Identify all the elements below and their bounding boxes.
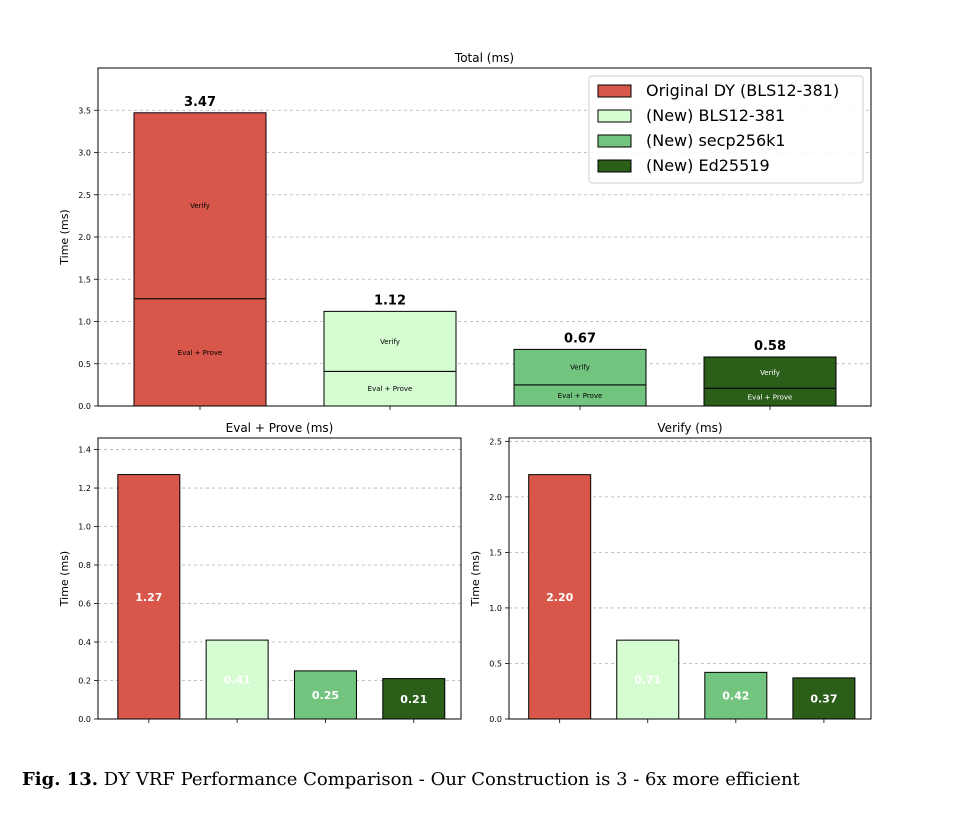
eval-prove-chart-ytick-label: 1.0	[78, 523, 91, 532]
total-chart-ytick-label: 2.0	[78, 233, 91, 242]
total-bar-verify-2	[513, 348, 647, 386]
figure-caption: Fig. 13. DY VRF Performance Comparison -…	[22, 769, 962, 790]
legend-label-1: (New) BLS12-381	[646, 106, 785, 125]
total-bar-value-label: 3.47	[184, 95, 216, 110]
total-bar-eval-prove-1	[323, 370, 457, 407]
verify-chart-frame	[508, 437, 872, 720]
eval-prove-chart-bar-0	[117, 474, 181, 720]
verify-chart-ylabel: Time (ms)	[469, 551, 482, 607]
total-chart-ytick-label: 2.5	[78, 191, 91, 200]
eval-prove-chart-ytick-label: 0.0	[78, 715, 91, 724]
total-segment-label-verify: Verify	[380, 338, 400, 346]
total-chart-ytick-label: 0.0	[78, 402, 91, 411]
eval-prove-chart-bar-value-label: 1.27	[135, 591, 162, 604]
verify-chart-bar-0	[528, 474, 592, 720]
eval-prove-chart-bar-2	[293, 670, 357, 720]
total-chart-frame	[97, 67, 872, 407]
verify-chart-bar-1	[616, 639, 680, 720]
total-chart-ytick-label: 1.0	[78, 318, 91, 327]
verify-chart-bar-value-label: 0.71	[634, 674, 661, 687]
total-chart-ytick-label: 3.5	[78, 106, 91, 115]
legend-swatch-0	[597, 84, 632, 98]
total-bar-eval-prove-0	[133, 298, 267, 407]
total-chart-ytick-label: 0.5	[78, 360, 91, 369]
total-chart-title: Total (ms)	[454, 51, 514, 65]
total-bar-verify-0	[133, 112, 267, 300]
legend-label-0: Original DY (BLS12-381)	[646, 81, 839, 100]
total-bar-value-label: 0.58	[754, 339, 786, 354]
total-segment-label-verify: Verify	[570, 364, 590, 372]
eval-prove-chart-ytick-label: 0.4	[78, 638, 91, 647]
legend-swatch-2	[597, 134, 632, 148]
total-bar-value-label: 0.67	[564, 331, 596, 346]
verify-chart-bar-value-label: 0.42	[722, 690, 749, 703]
legend-swatch-1	[597, 109, 632, 123]
verify-chart-bar-2	[704, 671, 768, 720]
eval-prove-chart-bar-value-label: 0.21	[400, 693, 427, 706]
eval-prove-chart-bar-1	[205, 639, 269, 720]
total-segment-label-eval-prove: Eval + Prove	[748, 394, 793, 402]
verify-chart-ytick-label: 1.0	[489, 604, 502, 613]
eval-prove-chart-ytick-label: 0.8	[78, 561, 91, 570]
total-segment-label-eval-prove: Eval + Prove	[368, 385, 413, 393]
total-segment-label-verify: Verify	[190, 202, 210, 210]
total-segment-label-eval-prove: Eval + Prove	[178, 349, 223, 357]
total-segment-label-verify: Verify	[760, 369, 780, 377]
caption-label: Fig. 13.	[22, 769, 99, 790]
verify-chart-ytick-label: 2.0	[489, 493, 502, 502]
total-bar-value-label: 1.12	[374, 293, 406, 308]
total-chart-ytick-label: 1.5	[78, 275, 91, 284]
verify-chart-ytick-label: 0.5	[489, 659, 502, 668]
eval-prove-chart-ytick-label: 1.4	[78, 446, 91, 455]
caption-text: DY VRF Performance Comparison - Our Cons…	[98, 769, 800, 790]
verify-chart-ytick-label: 2.5	[489, 437, 502, 446]
verify-chart-bar-value-label: 2.20	[546, 591, 573, 604]
eval-prove-chart-bar-value-label: 0.41	[224, 674, 251, 687]
verify-chart-title: Verify (ms)	[657, 421, 722, 435]
eval-prove-chart-frame	[97, 437, 462, 720]
eval-prove-chart-bar-3	[382, 678, 446, 720]
eval-prove-chart-ylabel: Time (ms)	[58, 551, 71, 607]
verify-chart-ytick-label: 0.0	[489, 715, 502, 724]
eval-prove-chart-ytick-label: 1.2	[78, 484, 91, 493]
eval-prove-chart-title: Eval + Prove (ms)	[226, 421, 334, 435]
total-bar-verify-1	[323, 310, 457, 372]
legend-swatch-3	[597, 159, 632, 173]
legend-label-2: (New) secp256k1	[646, 131, 786, 150]
verify-chart-bar-value-label: 0.37	[810, 692, 837, 705]
eval-prove-chart-ytick-label: 0.6	[78, 600, 91, 609]
total-bar-verify-3	[703, 356, 837, 389]
legend-box	[588, 75, 864, 184]
eval-prove-chart-bar-value-label: 0.25	[312, 689, 339, 702]
figure: 0.0 0.5 1.0 1.5 2.0 2.5 3.0 3.5 Total (ms) Time (…	[58, 51, 872, 724]
verify-chart-bar-3	[792, 677, 856, 720]
total-chart-ytick-label: 3.0	[78, 149, 91, 158]
eval-prove-chart-ytick-label: 0.2	[78, 677, 91, 686]
total-segment-label-eval-prove: Eval + Prove	[558, 392, 603, 400]
legend-label-3: (New) Ed25519	[646, 156, 770, 175]
verify-chart-ytick-label: 1.5	[489, 548, 502, 557]
total-chart-ylabel: Time (ms)	[58, 209, 71, 265]
